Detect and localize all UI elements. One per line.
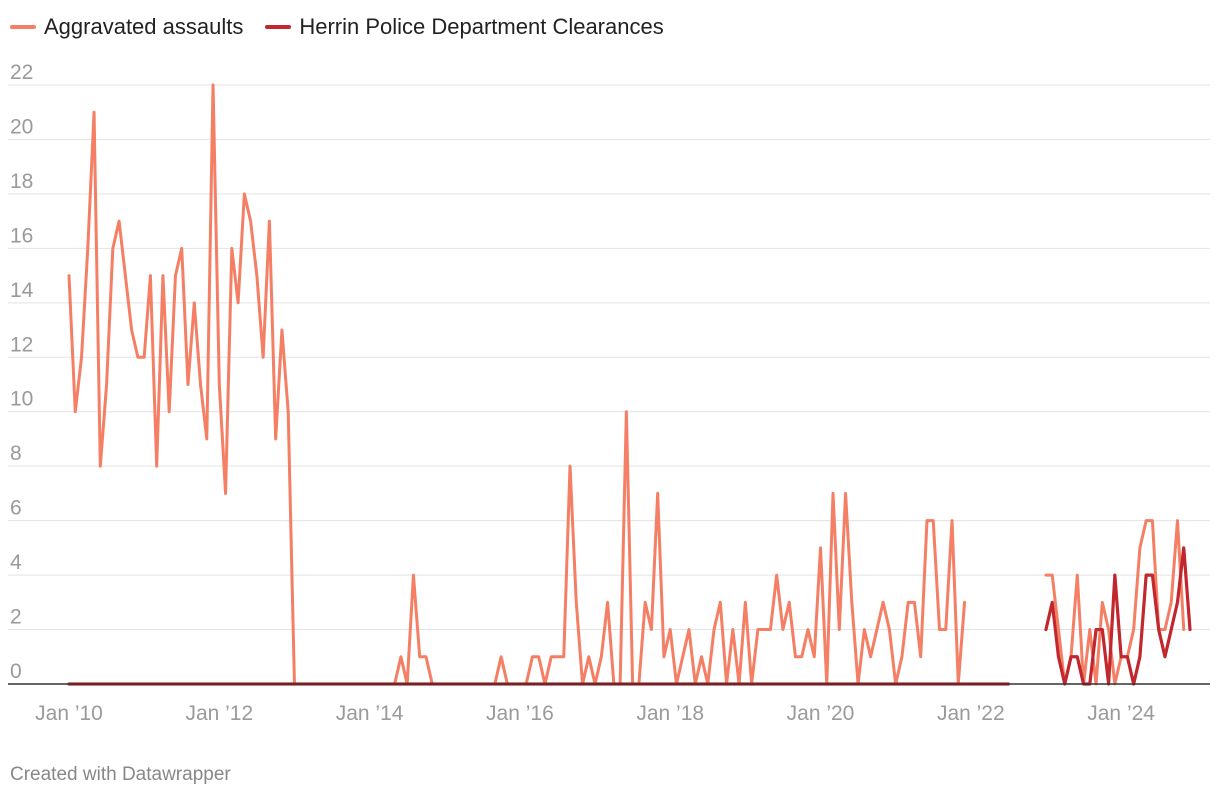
x-tick-label: Jan ’24	[1087, 702, 1155, 725]
series-line-aggravated-assaults-segment-0	[67, 83, 967, 686]
y-tick-label: 22	[10, 61, 33, 84]
y-tick-label: 6	[10, 497, 22, 520]
y-tick-label: 0	[10, 660, 22, 683]
y-tick-label: 18	[10, 170, 33, 193]
legend-item-clearances[interactable]: Herrin Police Department Clearances	[265, 14, 664, 40]
y-tick-label: 20	[10, 115, 33, 138]
legend-label-clearances: Herrin Police Department Clearances	[299, 14, 664, 39]
x-tick-label: Jan ’12	[185, 702, 253, 725]
x-tick-label: Jan ’20	[787, 702, 855, 725]
y-tick-label: 14	[10, 279, 34, 302]
y-tick-label: 16	[10, 224, 33, 247]
footer-credit: Created with Datawrapper	[10, 764, 231, 785]
y-tick-label: 12	[10, 333, 33, 356]
legend-swatch-clearances	[265, 25, 292, 29]
x-tick-label: Jan ’10	[35, 702, 103, 725]
series-line-clearances-segment-1	[1044, 546, 1192, 686]
y-tick-label: 2	[10, 606, 22, 629]
y-tick-label: 8	[10, 442, 22, 465]
x-tick-label: Jan ’22	[937, 702, 1005, 725]
x-tick-label: Jan ’18	[636, 702, 704, 725]
y-tick-label: 4	[10, 551, 22, 574]
legend-swatch-aggravated-assaults	[10, 25, 36, 29]
x-tick-label: Jan ’14	[336, 702, 404, 725]
legend: Aggravated assaults Herrin Police Depart…	[10, 14, 664, 40]
x-tick-label: Jan ’16	[486, 702, 554, 725]
legend-item-aggravated-assaults[interactable]: Aggravated assaults	[10, 14, 243, 40]
legend-label-aggravated-assaults: Aggravated assaults	[44, 14, 244, 39]
y-tick-label: 10	[10, 388, 33, 411]
